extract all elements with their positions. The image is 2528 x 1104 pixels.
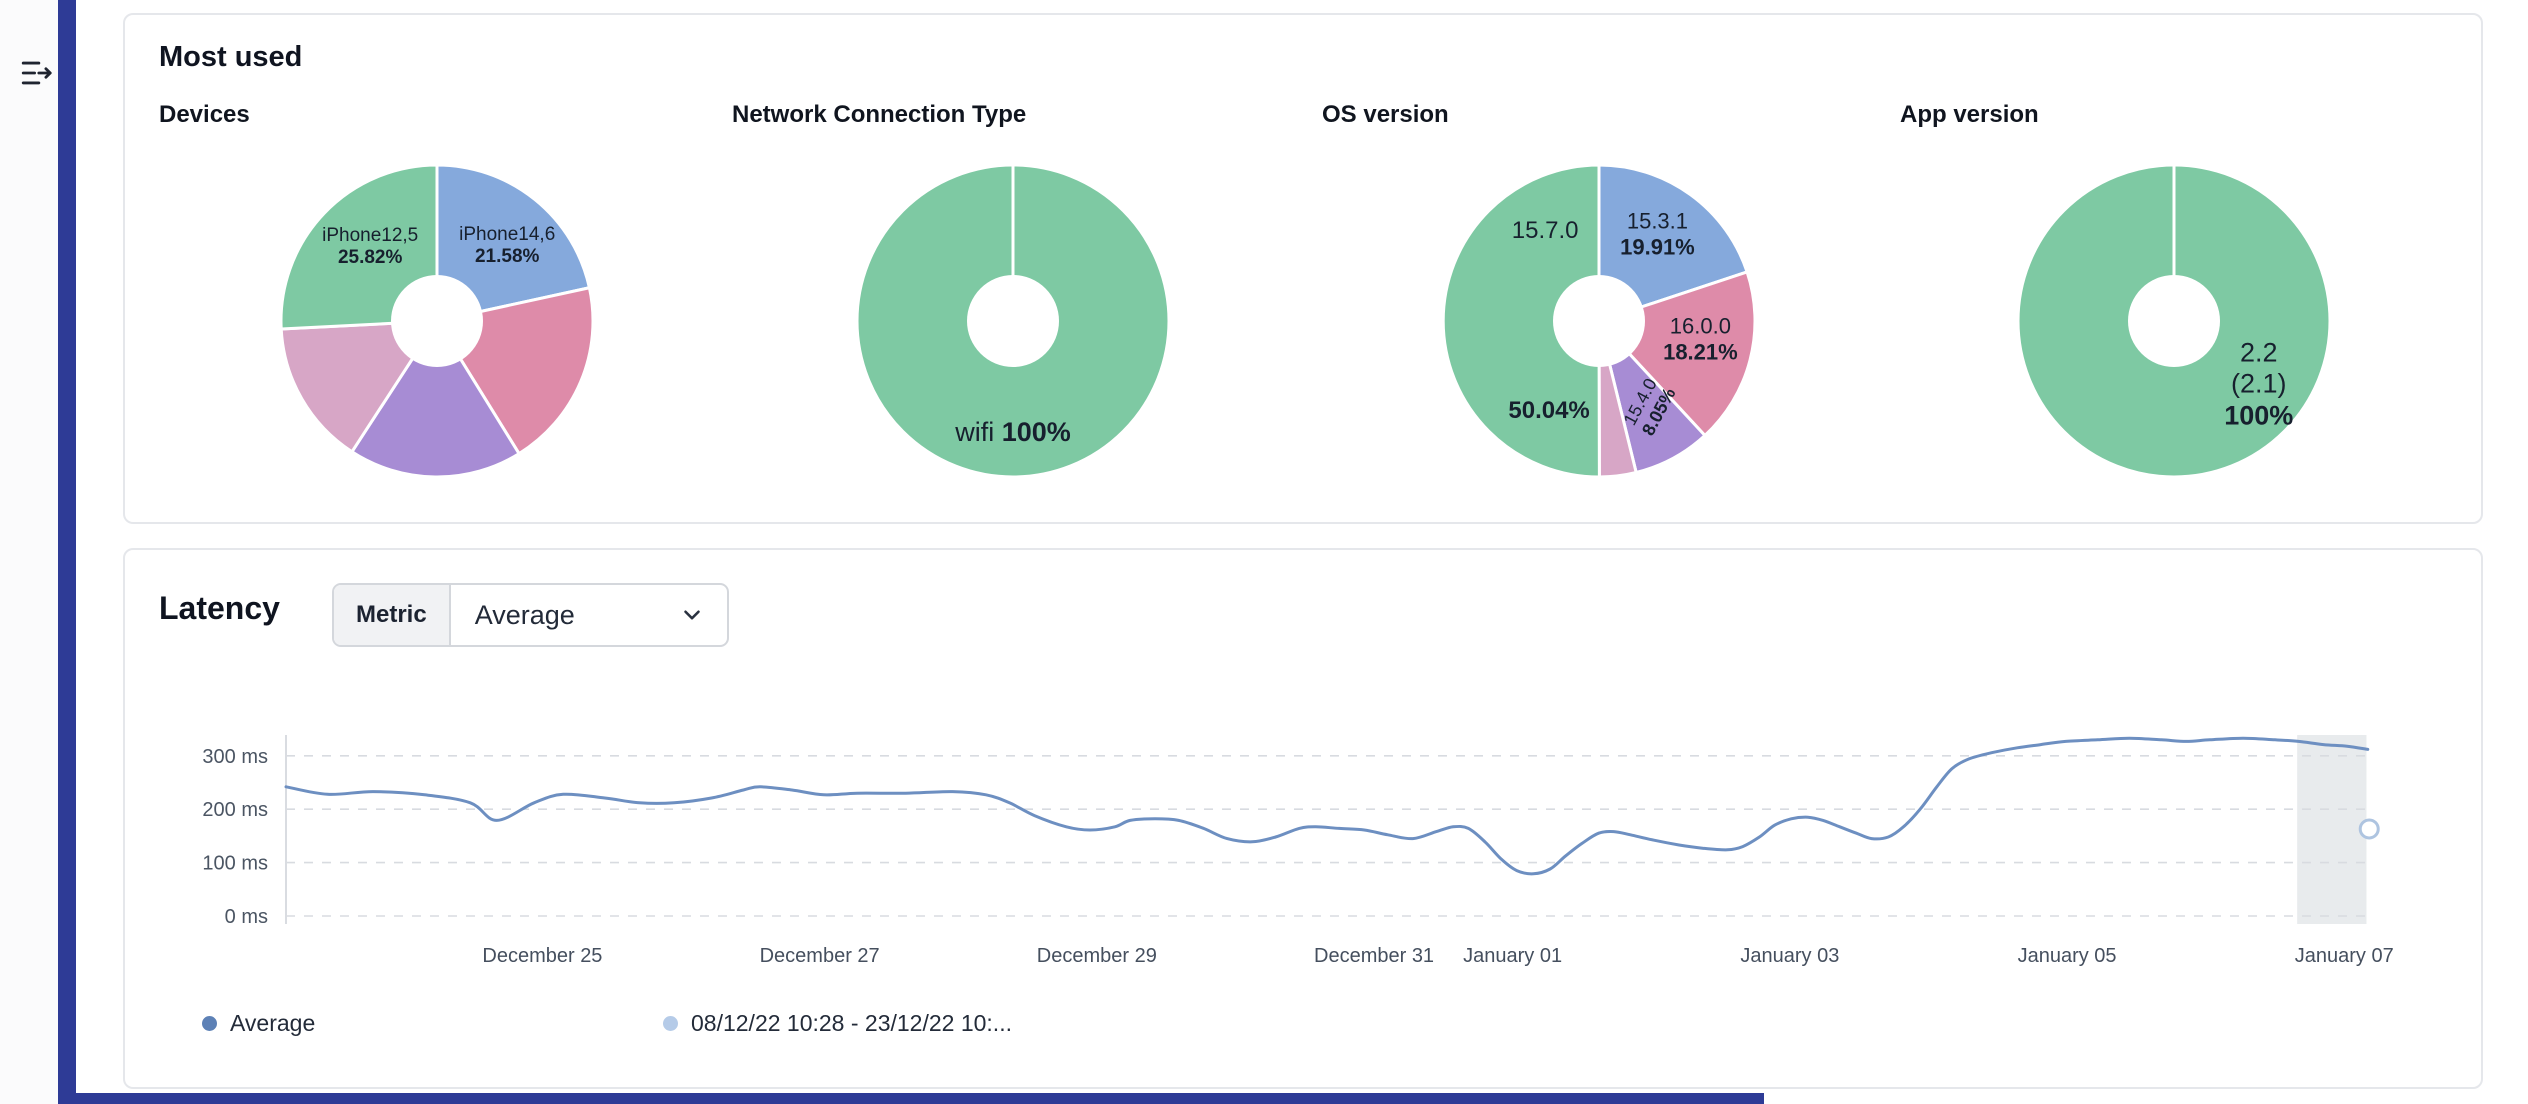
y-tick-label: 100 ms [202, 853, 268, 875]
y-tick-label: 300 ms [202, 746, 268, 768]
x-tick-label: December 31 [1314, 945, 1434, 967]
x-tick-label: January 07 [2295, 945, 2394, 967]
x-tick-label: January 05 [2018, 945, 2117, 967]
pie-chart-os-version[interactable]: 15.3.1 19.91% 16.0.0 18.21% 15.4.0 8.05% 50.04… [1439, 161, 1759, 481]
legend-item-comparison-period[interactable]: 08/12/22 10:28 - 23/12/22 10:... [663, 1010, 1012, 1037]
pie-slice-label: 15.7.0 [1511, 217, 1579, 245]
legend-item-average[interactable]: Average [202, 1010, 315, 1037]
latency-card: Latency Metric Average 0 ms 100 ms 200 ms 3… [123, 548, 2483, 1089]
menu-unfold-icon [21, 61, 52, 84]
legend-dot-comparison [663, 1016, 678, 1031]
pie-chart-devices[interactable]: iPhone14,6 21.58% iPhone12,5 25.82% [277, 161, 597, 481]
pie-title-network: Network Connection Type [732, 101, 1027, 128]
pie-slice-label: 2.2 (2.1) 100% [2224, 337, 2294, 431]
pie-chart-network-connection-type[interactable]: wifi 100% [853, 161, 1173, 481]
metric-label: Metric [334, 585, 451, 645]
latency-title: Latency [159, 590, 280, 626]
pie-slice-label: iPhone14,6 21.58% [459, 223, 556, 267]
legend-label-average: Average [230, 1010, 316, 1036]
pie-svg [2016, 163, 2332, 479]
y-tick-label: 200 ms [202, 799, 268, 821]
pie-slice-label: iPhone12,5 25.82% [322, 224, 419, 268]
pie-slice-label: wifi 100% [955, 417, 1071, 448]
pie-svg [855, 163, 1171, 479]
pie-svg [1441, 163, 1757, 479]
series-end-marker [2358, 818, 2380, 840]
pie-slice-label: 16.0.0 18.21% [1663, 313, 1738, 364]
legend-dot-average [202, 1016, 217, 1031]
expand-sidebar-button[interactable] [16, 54, 56, 94]
metric-dropdown[interactable]: Average [451, 585, 727, 645]
pie-slice-label: 15.3.1 19.91% [1620, 208, 1695, 260]
pie-title-app-version: App version [1900, 101, 2039, 128]
x-tick-label: January 03 [1740, 945, 1839, 967]
latency-line-chart[interactable]: 0 ms 100 ms 200 ms 300 ms December 25 Decembe… [125, 710, 2485, 1010]
chart-legend: Average 08/12/22 10:28 - 23/12/22 10:... [125, 1010, 2481, 1052]
pie-slice-label: 50.04% [1508, 397, 1590, 425]
x-tick-label: December 25 [482, 945, 602, 967]
horizontal-scrollbar-thumb[interactable] [76, 1093, 1764, 1104]
sidebar [0, 0, 58, 1104]
x-tick-label: January 01 [1463, 945, 1562, 967]
pie-chart-app-version[interactable]: 2.2 (2.1) 100% [2014, 161, 2334, 481]
pie-title-os-version: OS version [1322, 101, 1449, 128]
metric-dropdown-value: Average [474, 599, 575, 630]
legend-label-comparison: 08/12/22 10:28 - 23/12/22 10:... [691, 1010, 1012, 1036]
y-tick-label: 0 ms [225, 906, 268, 928]
most-used-card: Most used Devices Network Connection Typ… [123, 13, 2483, 524]
average-line-series [284, 736, 2370, 876]
pie-title-devices: Devices [159, 101, 250, 128]
card-title: Most used [159, 41, 303, 73]
x-tick-label: December 27 [760, 945, 880, 967]
sidebar-accent-bar [58, 0, 76, 1104]
metric-select: Metric Average [332, 583, 729, 647]
pie-svg [279, 163, 595, 479]
latency-chart-svg: 0 ms 100 ms 200 ms 300 ms December 25 Decembe… [202, 735, 2394, 967]
highlight-band [2297, 735, 2367, 924]
x-tick-label: December 29 [1037, 945, 1157, 967]
chevron-down-icon [683, 610, 700, 620]
